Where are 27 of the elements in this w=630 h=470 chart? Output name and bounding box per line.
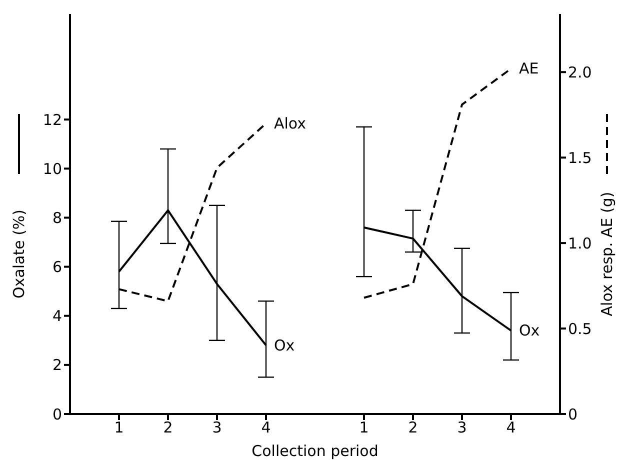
- series-label: Ox: [519, 322, 540, 340]
- y-tick-label: 8: [52, 209, 62, 228]
- x-axis-title: Collection period: [252, 442, 378, 460]
- y-tick-label: 4: [52, 307, 62, 326]
- series-label: Alox: [274, 114, 306, 132]
- series-label: AE: [519, 60, 539, 78]
- x-tick-label: 4: [261, 418, 271, 437]
- series-label: Ox: [274, 336, 295, 354]
- y-tick-label: 12: [42, 110, 62, 129]
- x-tick-label: 3: [457, 418, 467, 437]
- x-tick-label: 1: [359, 418, 369, 437]
- y2-axis-title: Alox resp. AE (g): [598, 192, 616, 316]
- y-tick-label: 2: [52, 356, 62, 374]
- y-tick-label: 0: [52, 405, 62, 424]
- y-tick-label: 6: [52, 258, 62, 276]
- x-tick-label: 4: [506, 418, 516, 437]
- x-tick-label: 3: [212, 418, 222, 437]
- y2-tick-label: 1.5: [568, 148, 592, 167]
- y-axis-title: Oxalate (%): [10, 209, 28, 299]
- y2-tick-label: 1.0: [568, 234, 592, 252]
- x-tick-label: 2: [163, 418, 173, 437]
- y2-tick-label: 2.0: [568, 63, 592, 82]
- y2-tick-label: 0.5: [568, 320, 592, 338]
- x-tick-label: 1: [114, 418, 124, 437]
- y2-tick-label: 0: [568, 405, 578, 424]
- x-tick-label: 2: [408, 418, 418, 437]
- y-tick-label: 10: [42, 160, 62, 178]
